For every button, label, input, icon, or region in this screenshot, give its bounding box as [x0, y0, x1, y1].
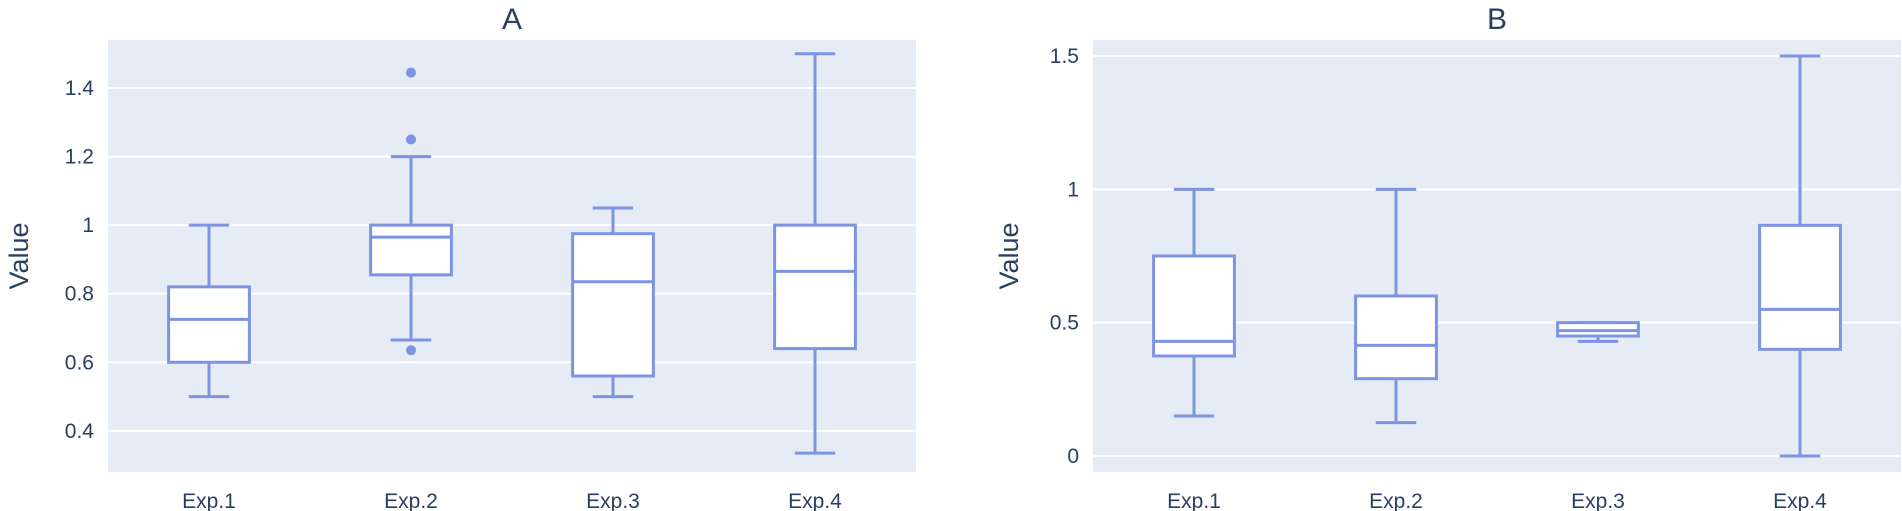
x-tick-label: Exp.2 [1369, 490, 1423, 511]
x-tick-label: Exp.4 [1773, 490, 1827, 511]
y-axis-label-a: Value [4, 222, 34, 289]
x-tick-label: Exp.3 [586, 490, 640, 511]
box-exp4 [1758, 54, 1842, 458]
y-tick-label: 0.5 [1050, 312, 1079, 335]
outlier-point [406, 134, 416, 145]
y-ticks-b: 0 0.5 1 1.5 [1050, 45, 1079, 468]
x-tick-label: Exp.1 [182, 490, 236, 511]
y-tick-label: 0.6 [65, 351, 94, 374]
iqr-box [1758, 223, 1842, 351]
chart-title-b: B [1487, 3, 1507, 36]
iqr-box [167, 285, 251, 364]
chart-title-a: A [502, 3, 522, 36]
x-tick-label: Exp.2 [384, 490, 438, 511]
box-exp3 [571, 206, 655, 399]
outlier-point [406, 345, 416, 356]
box-exp2 [1354, 187, 1438, 425]
x-tick-label: Exp.4 [788, 490, 842, 511]
chart-panel-a: 0.40.60.811.21.4 Exp.1 Exp.2 Exp.3 Exp.4 A … [4, 3, 916, 511]
box-exp4 [773, 52, 857, 455]
iqr-box [369, 223, 453, 277]
y-tick-label: 1.5 [1050, 45, 1079, 68]
boxes-b [1152, 54, 1842, 458]
iqr-box [773, 223, 857, 351]
y-tick-label: 0 [1067, 445, 1079, 468]
x-ticks-b: Exp.1 Exp.2 Exp.3 Exp.4 [1167, 490, 1827, 511]
box-exp1 [1152, 187, 1236, 418]
box-exp1 [167, 223, 251, 399]
y-tick-label: 1.4 [65, 77, 95, 100]
box-exp2 [369, 67, 453, 356]
iqr-box [1354, 294, 1438, 381]
boxes-a [167, 52, 857, 455]
y-axis-label-b: Value [994, 222, 1024, 289]
x-tick-label: Exp.3 [1571, 490, 1625, 511]
x-ticks-a: Exp.1 Exp.2 Exp.3 Exp.4 [182, 490, 842, 511]
outlier-point [406, 67, 416, 78]
y-tick-label: 0.4 [65, 420, 95, 443]
y-tick-label: 1 [82, 214, 94, 237]
y-ticks-a: 0.4 0.6 0.8 1 1.2 1.4 [65, 77, 95, 443]
iqr-box [1152, 254, 1236, 358]
box-exp3 [1556, 321, 1640, 343]
chart-panel-b: 0 0.5 1 1.5 Exp.1 Exp.2 Exp.3 Exp.4 B Value [994, 3, 1901, 511]
x-tick-label: Exp.1 [1167, 490, 1221, 511]
y-tick-label: 1.2 [65, 146, 94, 169]
y-tick-label: 1 [1067, 178, 1079, 201]
iqr-box [571, 232, 655, 378]
y-tick-label: 0.8 [65, 283, 94, 306]
